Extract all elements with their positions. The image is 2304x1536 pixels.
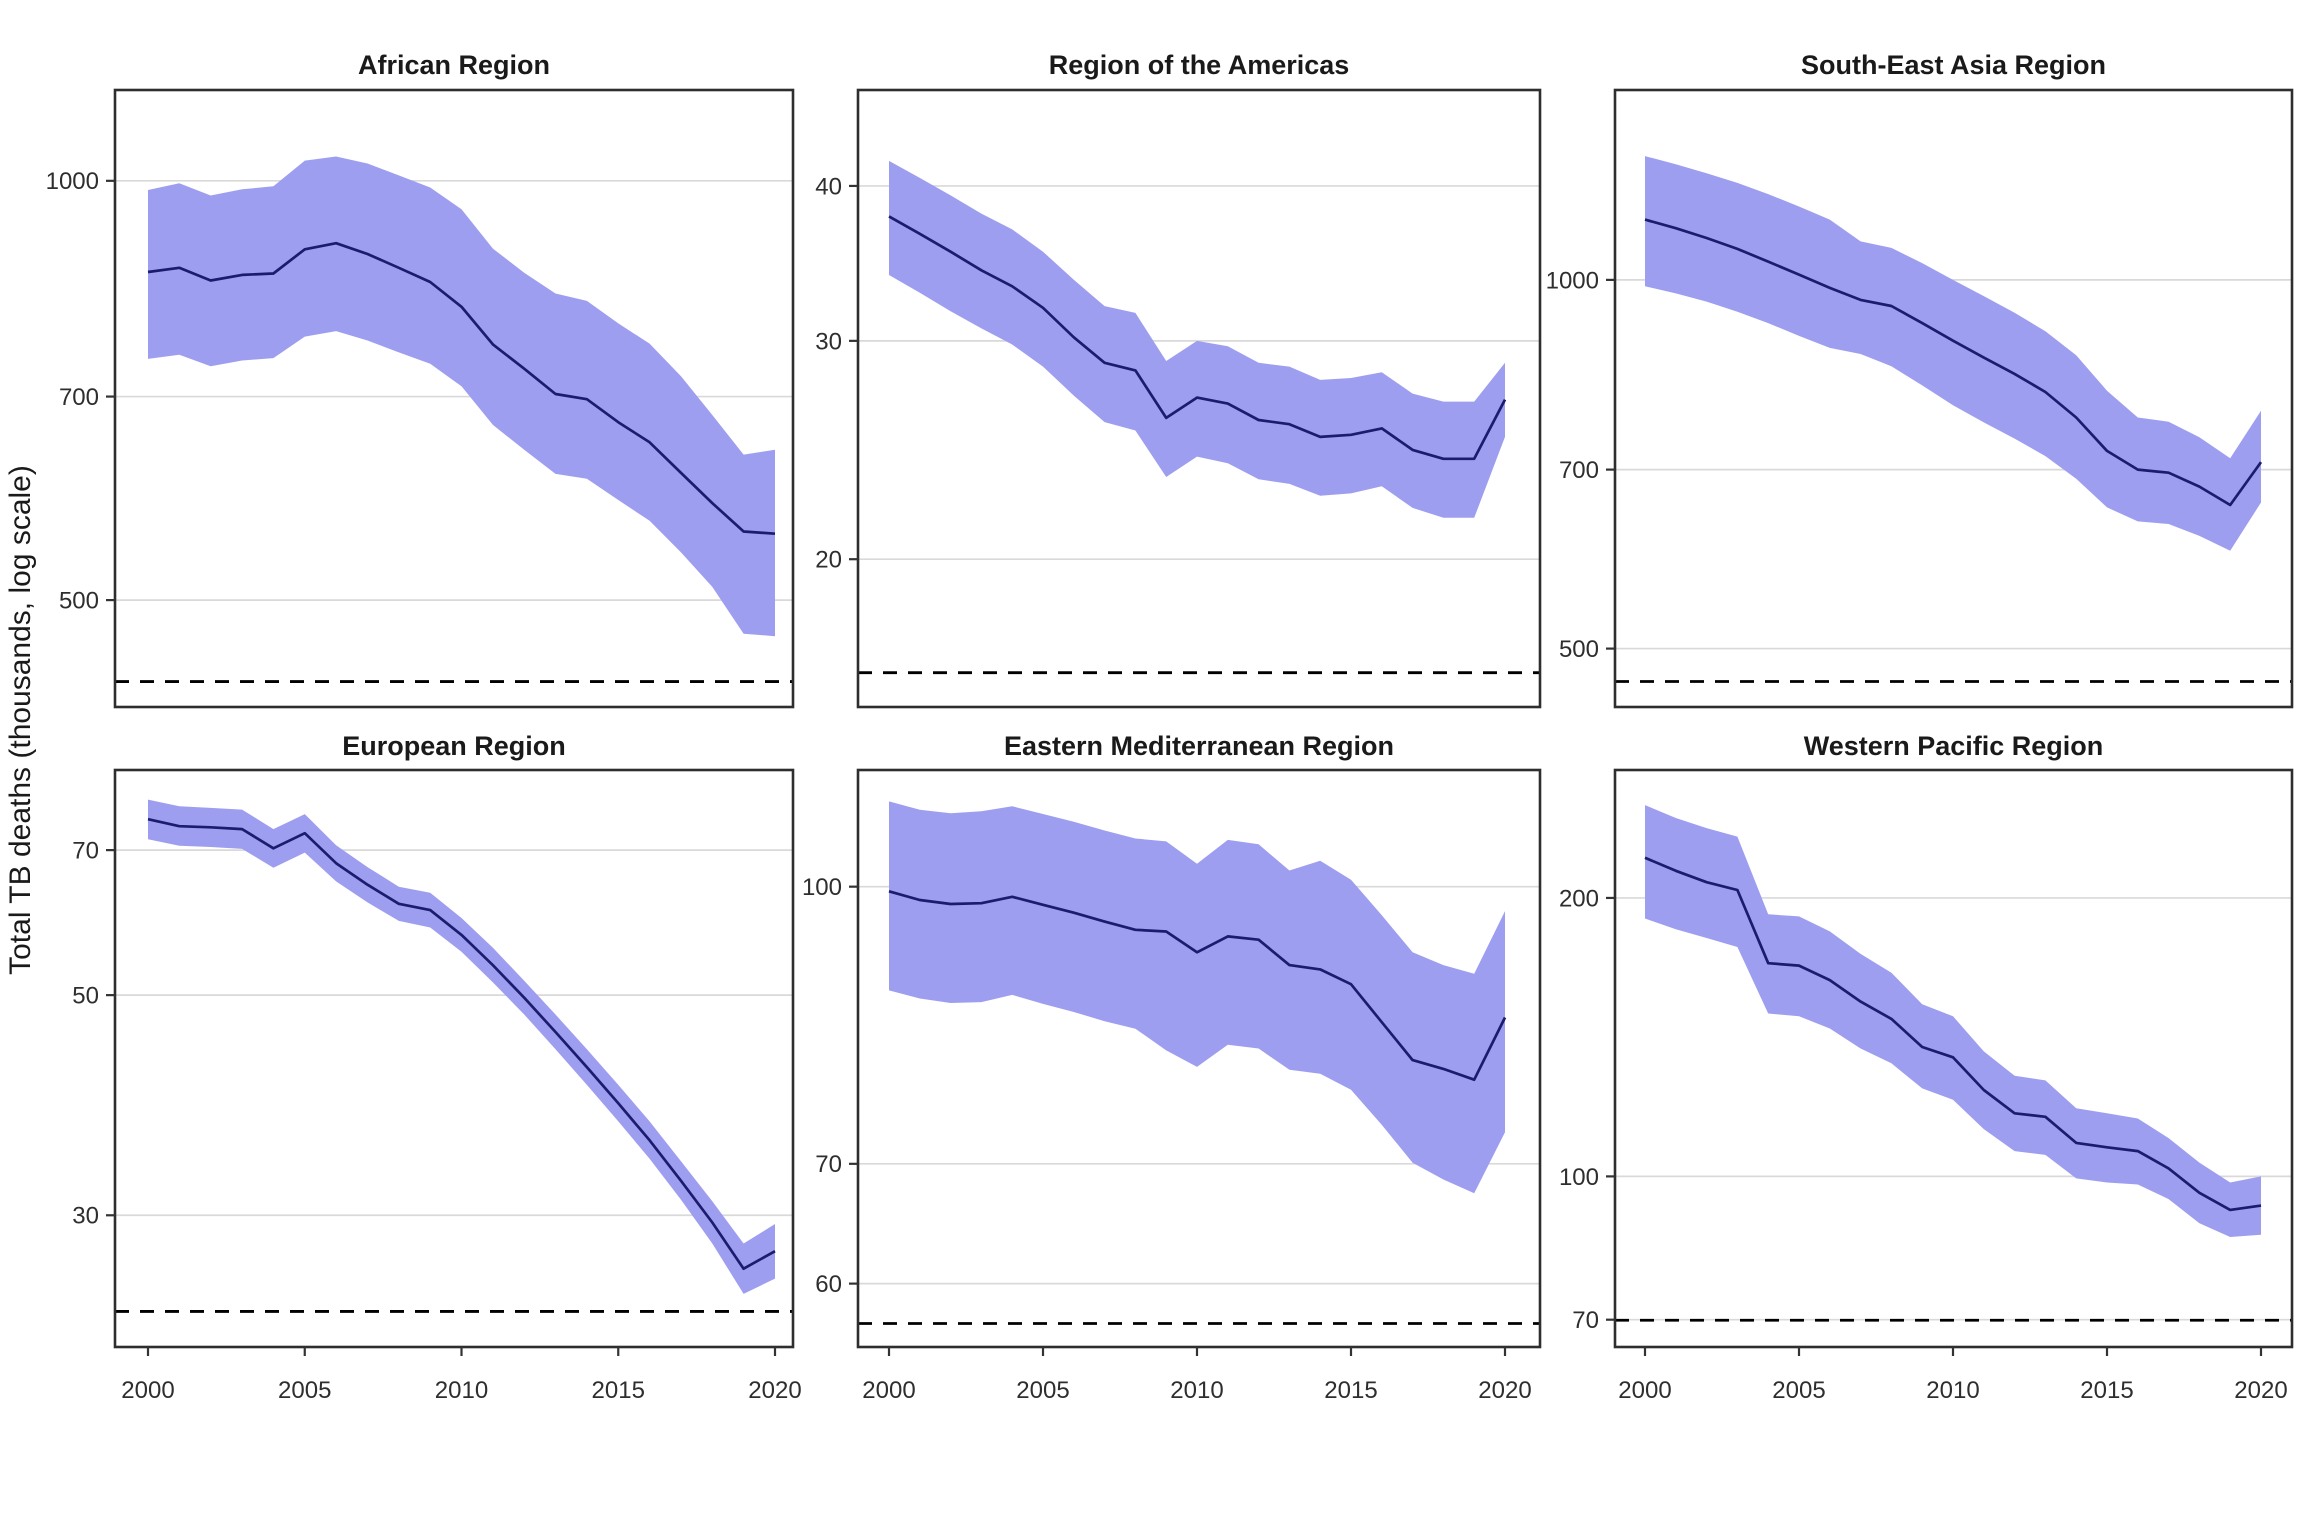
panel-south-east-asia-region: 1000 700 500 South-East Asia Region — [1546, 50, 2294, 709]
y-tick-label: 1000 — [1546, 267, 1599, 294]
y-tick-label: 30 — [815, 328, 842, 355]
panel-border — [856, 88, 1542, 709]
x-tick-label: 2000 — [121, 1377, 174, 1404]
y-tick-label: 100 — [1559, 1164, 1599, 1191]
panel-region-of-the-americas: 40 30 20 Region of the Americas — [815, 50, 1542, 709]
y-tick-label: 70 — [815, 1151, 842, 1178]
confidence-ribbon — [889, 801, 1505, 1194]
panel-title: Western Pacific Region — [1804, 731, 2104, 761]
panel-western-pacific-region: 200 100 70 2000 2005 2010 2015 2020 Western Paci… — [1559, 731, 2294, 1404]
panel-african-region: 1000 700 500 African Region — [46, 50, 795, 709]
panel-title: Eastern Mediterranean Region — [1004, 731, 1394, 761]
x-tick-label: 2000 — [862, 1377, 915, 1404]
confidence-ribbon — [148, 156, 775, 637]
confidence-ribbon — [1645, 156, 2261, 551]
y-tick-label: 20 — [815, 547, 842, 574]
panel-title: European Region — [342, 731, 566, 761]
panel-eastern-mediterranean-region: 100 70 60 2000 2005 2010 2015 2020 Eastern Medit… — [802, 731, 1542, 1404]
y-tick-label: 70 — [1572, 1307, 1599, 1334]
estimate-line — [147, 817, 776, 1271]
panel-border — [856, 768, 1542, 1349]
y-tick-label: 50 — [72, 983, 99, 1010]
panel-title: South-East Asia Region — [1801, 50, 2106, 80]
panel-title: African Region — [358, 50, 550, 80]
y-tick-label: 700 — [59, 384, 99, 411]
panel-border — [113, 768, 795, 1349]
x-tick-label: 2005 — [1772, 1377, 1825, 1404]
x-tick-label: 2010 — [1926, 1377, 1979, 1404]
estimate-line — [888, 215, 1507, 461]
y-tick-label: 1000 — [46, 168, 99, 195]
x-tick-label: 2005 — [278, 1377, 331, 1404]
y-axis-title: Total TB deaths (thousands, log scale) — [4, 465, 37, 975]
y-tick-label: 700 — [1559, 457, 1599, 484]
panel-border — [113, 88, 795, 709]
panel-european-region: 70 50 30 2000 2005 2010 2015 2020 European Regio… — [72, 731, 801, 1404]
estimate-line — [147, 241, 776, 536]
x-tick-label: 2020 — [748, 1377, 801, 1404]
y-tick-label: 200 — [1559, 885, 1599, 912]
estimate-line — [1644, 856, 2262, 1212]
y-tick-label: 70 — [72, 838, 99, 865]
confidence-ribbon — [889, 160, 1505, 518]
panel-title: Region of the Americas — [1049, 50, 1350, 80]
x-tick-label: 2010 — [1170, 1377, 1223, 1404]
y-tick-label: 40 — [815, 173, 842, 200]
x-tick-label: 2010 — [435, 1377, 488, 1404]
x-tick-label: 2015 — [1324, 1377, 1377, 1404]
x-tick-label: 2005 — [1016, 1377, 1069, 1404]
x-tick-label: 2020 — [2234, 1377, 2287, 1404]
x-tick-label: 2000 — [1618, 1377, 1671, 1404]
y-tick-label: 100 — [802, 874, 842, 901]
confidence-ribbon — [1645, 805, 2261, 1237]
estimate-line — [1644, 218, 2263, 507]
confidence-ribbon — [148, 799, 775, 1294]
panel-border — [1613, 88, 2294, 709]
y-tick-label: 30 — [72, 1203, 99, 1230]
x-tick-label: 2015 — [2080, 1377, 2133, 1404]
y-tick-label: 500 — [59, 587, 99, 614]
y-tick-label: 500 — [1559, 636, 1599, 663]
x-tick-label: 2020 — [1478, 1377, 1531, 1404]
estimate-line — [888, 890, 1507, 1082]
x-tick-label: 2015 — [592, 1377, 645, 1404]
y-tick-label: 60 — [815, 1271, 842, 1298]
